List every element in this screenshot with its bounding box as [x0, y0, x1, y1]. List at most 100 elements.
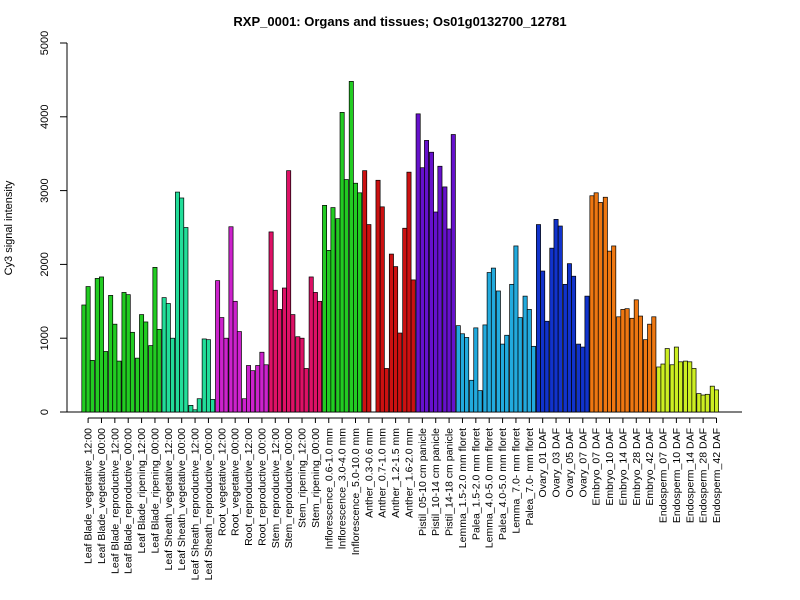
bar	[139, 314, 145, 413]
bar	[357, 192, 363, 413]
bar	[602, 196, 608, 413]
bar	[366, 224, 372, 413]
bar	[406, 171, 412, 413]
bar	[210, 399, 216, 413]
category-label: Anther_1.6-2.0 mm	[403, 428, 415, 518]
category-label: Embryo_07 DAF	[591, 428, 603, 506]
bar	[99, 276, 104, 413]
category-label: Leaf Blade_vegetative_00:00	[96, 428, 108, 564]
category-label: Ovary_05 DAF	[564, 428, 576, 497]
bar	[286, 170, 292, 413]
category-label: Leaf Sheath_vegetative_12:00	[163, 428, 175, 571]
bar	[704, 393, 710, 413]
bar	[255, 365, 261, 413]
bar	[299, 337, 305, 413]
bar	[553, 219, 559, 413]
bar	[375, 179, 381, 413]
bar	[379, 206, 385, 413]
bar	[504, 334, 510, 413]
category-label: Palea_4.0-5.0 mm floret	[497, 428, 509, 540]
category-label: Root_reproductive_00:00	[256, 428, 268, 546]
category-label: Root_reproductive_12:00	[243, 428, 255, 546]
bar	[642, 339, 648, 413]
bar	[629, 317, 635, 413]
bar	[482, 324, 488, 413]
category-label: Stem_ripening_00:00	[310, 428, 322, 528]
bar	[433, 211, 439, 413]
bar	[664, 348, 670, 413]
y-tick-label: 5000	[39, 31, 51, 55]
bar	[410, 279, 416, 413]
category-label: Endosperm_28 DAF	[698, 428, 710, 523]
bar	[656, 366, 662, 413]
bar	[228, 226, 234, 413]
bar	[143, 321, 149, 413]
bars-group	[81, 81, 719, 413]
category-label: Stem_reproductive_12:00	[270, 428, 282, 548]
bar	[205, 339, 211, 413]
bar	[490, 267, 496, 413]
bar	[317, 300, 323, 413]
category-label: Anther_0.3-0.6 mm	[363, 428, 375, 518]
category-labels: Leaf Blade_vegetative_12:00 Leaf Blade_ve…	[83, 428, 723, 581]
bar	[219, 317, 225, 413]
bar	[687, 361, 693, 413]
bar	[85, 286, 91, 413]
bar	[179, 197, 185, 413]
bar	[536, 224, 541, 413]
bar	[691, 368, 697, 413]
bar	[236, 331, 242, 413]
bar	[651, 316, 657, 413]
bar	[125, 294, 131, 413]
bar	[593, 192, 599, 413]
bar	[437, 165, 443, 413]
bar	[383, 368, 389, 413]
category-label: Leaf Sheath_vegetative_00:00	[176, 428, 188, 571]
category-label: Stem_reproductive_00:00	[283, 428, 295, 548]
bar	[455, 325, 461, 413]
category-label: Inflorescence_3.0-4.0 mm	[337, 428, 349, 550]
bar	[464, 337, 470, 413]
category-label: Endosperm_42 DAF	[711, 428, 723, 523]
bar	[192, 409, 198, 413]
bar	[322, 205, 328, 413]
category-label: Pistil_10-14 cm panicle	[430, 428, 442, 536]
bar	[282, 287, 287, 413]
bar	[580, 346, 586, 413]
category-label: Root_vegetative_12:00	[216, 428, 228, 536]
bar	[714, 389, 719, 413]
category-label: Stem_ripening_12:00	[297, 428, 309, 528]
y-axis-label: Cy3 signal intensity	[3, 180, 15, 275]
category-label: Lemma_4.0-5.0 mm floret	[484, 428, 496, 548]
bar	[348, 81, 354, 413]
bar	[611, 245, 617, 413]
category-label: Palea_1.5-2.0 mm floret	[470, 428, 482, 540]
bar	[429, 151, 434, 413]
bar	[647, 323, 653, 413]
bar	[531, 345, 536, 413]
bar	[624, 308, 630, 413]
bar	[495, 290, 501, 413]
bar	[175, 191, 180, 413]
category-label: Embryo_14 DAF	[617, 428, 629, 506]
bar	[103, 351, 109, 413]
category-label: Leaf Blade_ripening_00:00	[149, 428, 161, 554]
category-label: Ovary_01 DAF	[537, 428, 549, 497]
bar	[116, 360, 122, 413]
bar	[335, 218, 341, 413]
y-tick-label: 1000	[39, 326, 51, 350]
bar	[81, 304, 87, 413]
bar	[308, 276, 314, 413]
bar	[638, 315, 643, 413]
bar	[277, 309, 282, 413]
bar	[94, 278, 100, 413]
bar	[566, 263, 572, 413]
bar	[477, 390, 483, 413]
bar	[343, 179, 349, 413]
bar	[303, 368, 309, 413]
category-label: Ovary_07 DAF	[577, 428, 589, 497]
category-label: Anther_0.7-1.0 mm	[377, 428, 389, 518]
bar	[112, 323, 118, 413]
bar	[589, 195, 595, 413]
category-label: Leaf Blade_vegetative_12:00	[83, 428, 95, 564]
